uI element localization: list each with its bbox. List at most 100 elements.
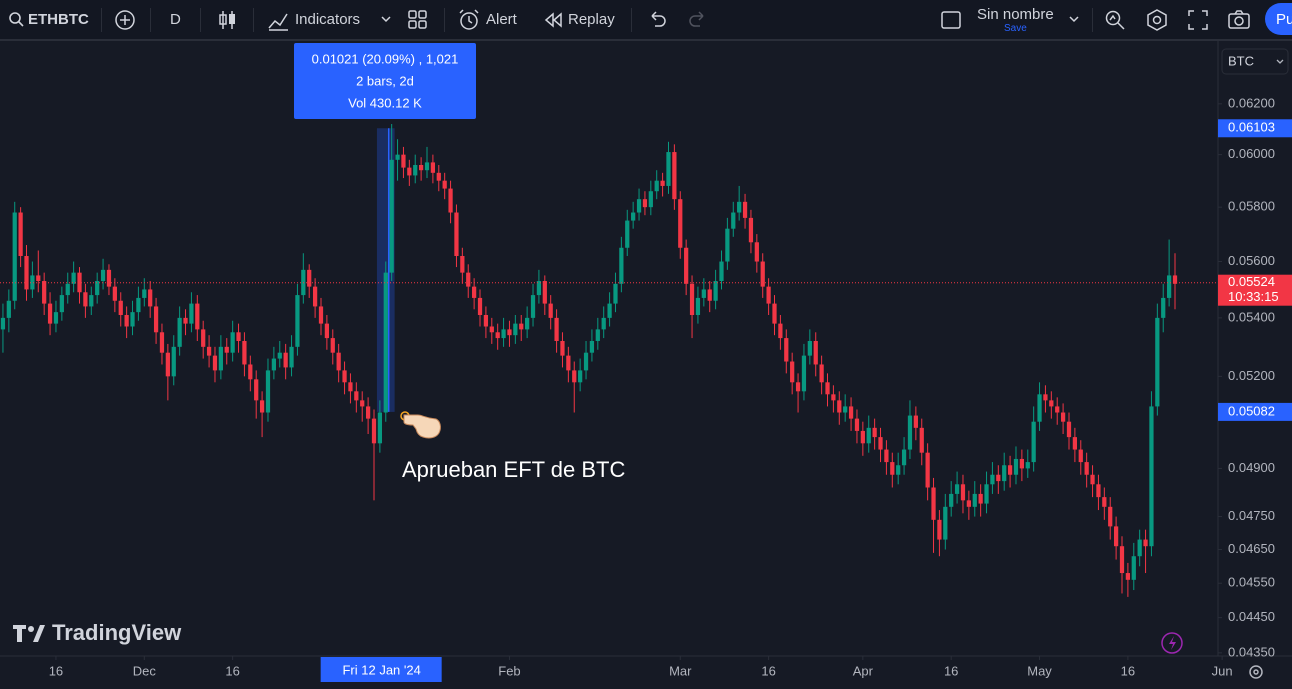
x-tick-label: Feb — [498, 663, 520, 678]
candle-body — [365, 406, 371, 419]
candle-body — [1137, 539, 1142, 557]
candle-body — [265, 370, 271, 413]
indicators[interactable]: Indicators — [295, 11, 361, 28]
candle-body — [937, 519, 942, 540]
chevron-icon — [1276, 59, 1284, 64]
pointing-hand-icon — [400, 411, 441, 439]
replay-icon[interactable] — [542, 8, 564, 32]
x-tick-label: May — [1027, 663, 1052, 678]
candle-body — [336, 352, 341, 371]
candle-body — [1108, 506, 1113, 527]
candle-body — [631, 212, 636, 221]
candle-body — [83, 292, 88, 307]
interval[interactable]: D — [170, 11, 181, 28]
add-symbol-icon[interactable] — [113, 8, 137, 32]
candle-body — [371, 418, 377, 444]
publish[interactable]: Pu — [1276, 11, 1292, 28]
candle-body — [1002, 465, 1007, 482]
candle-body — [1172, 275, 1178, 284]
candle-body — [954, 484, 960, 494]
candle-body — [100, 269, 106, 282]
candle-body — [30, 275, 35, 290]
candle-body — [807, 340, 812, 356]
separator — [101, 8, 102, 32]
candle-body — [142, 289, 147, 298]
candle-body — [6, 300, 11, 318]
candle-body — [766, 286, 771, 304]
fullscreen-icon[interactable] — [1186, 8, 1210, 32]
candle-body — [731, 212, 736, 229]
chart-type-icon[interactable] — [217, 8, 239, 32]
x-tick-label: Dec — [133, 663, 157, 678]
measure-price-label: 0.06103 — [1228, 120, 1275, 135]
currency-select[interactable] — [1221, 48, 1289, 75]
search-icon[interactable] — [8, 8, 26, 30]
measure-price-label: 0.05082 — [1228, 403, 1275, 418]
candle-body — [713, 281, 718, 301]
alert-icon[interactable] — [457, 8, 481, 32]
time-settings-icon[interactable] — [1249, 665, 1263, 679]
candle-body — [819, 364, 824, 383]
candle-body — [801, 355, 807, 392]
candle-body — [177, 317, 182, 347]
candle-body — [118, 300, 123, 316]
candle-body — [466, 272, 471, 287]
candle-body — [360, 400, 365, 407]
chevron-icon[interactable] — [380, 8, 392, 32]
candle-body — [1049, 400, 1054, 407]
candle-body — [648, 191, 653, 208]
publish-button[interactable] — [1265, 3, 1292, 35]
undo-icon[interactable] — [646, 8, 668, 32]
candle-body — [1043, 394, 1048, 401]
candle-body — [619, 247, 624, 284]
candle-body — [1007, 465, 1013, 475]
last-price-tag — [1218, 274, 1292, 306]
alert[interactable]: Alert — [486, 11, 517, 28]
x-tick-label: Apr — [853, 663, 874, 678]
redo-icon[interactable] — [687, 8, 709, 32]
candle-body — [295, 295, 300, 347]
lightning-icon[interactable] — [1161, 632, 1183, 654]
candle-body — [1013, 458, 1019, 475]
candle-body — [513, 323, 518, 336]
candle-body — [742, 201, 748, 218]
candle-body — [1102, 497, 1107, 507]
candle-body — [843, 406, 848, 413]
layout-name[interactable]: Sin nombre — [977, 6, 1054, 23]
measure-price-tag — [1218, 402, 1292, 421]
candle-body — [236, 332, 241, 341]
y-tick-label: 0.05200 — [1228, 368, 1275, 383]
candle-body — [872, 427, 877, 438]
measure-tooltip-line: Vol 430.12 K — [348, 95, 422, 110]
layout-icon[interactable] — [939, 8, 963, 32]
candle-body — [159, 332, 165, 353]
settings-icon[interactable] — [1145, 8, 1169, 32]
candle-body — [183, 317, 188, 324]
separator — [200, 8, 201, 32]
tradingview-logo — [13, 625, 45, 642]
candle-body — [583, 352, 589, 371]
candle-body — [560, 340, 565, 356]
layouts-icon[interactable] — [407, 8, 429, 32]
candle-body — [754, 242, 759, 262]
replay[interactable]: Replay — [568, 11, 615, 28]
candle-body — [283, 352, 288, 368]
candle-body — [254, 379, 259, 401]
snapshot-icon[interactable] — [1227, 8, 1251, 32]
candle-body — [1119, 546, 1125, 574]
symbol[interactable]: ETHBTC — [28, 11, 89, 28]
x-tick-label: Mar — [669, 663, 692, 678]
candle-body — [230, 332, 235, 353]
y-tick-label: 0.04450 — [1228, 609, 1275, 624]
candle-body — [318, 306, 324, 324]
indicators-icon[interactable] — [267, 8, 289, 32]
chevron-icon[interactable] — [1068, 8, 1080, 32]
candle-body — [701, 289, 706, 298]
candle-body — [324, 323, 330, 339]
candle-body — [206, 346, 212, 356]
candle-body — [0, 317, 6, 330]
y-tick-label: 0.06000 — [1228, 146, 1275, 161]
quick-search-icon[interactable] — [1103, 8, 1127, 32]
candle-body — [854, 418, 860, 431]
save[interactable]: Save — [1004, 23, 1027, 34]
